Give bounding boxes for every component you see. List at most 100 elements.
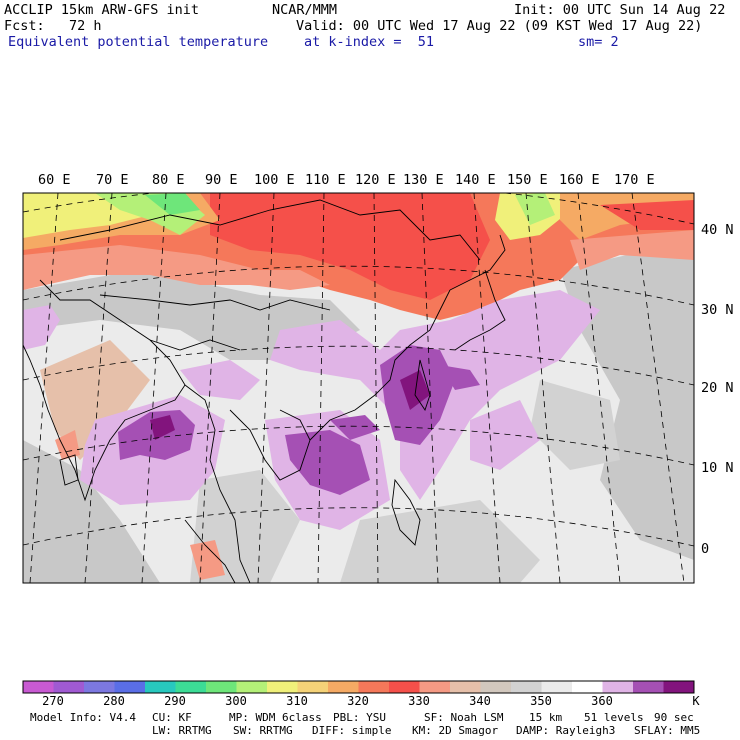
lat-label: 10 N: [701, 460, 734, 476]
colorbar-swatch: [267, 681, 298, 693]
coastline: [23, 279, 186, 502]
colorbar-swatch: [53, 681, 85, 693]
coastline: [449, 234, 506, 291]
lon-label: 80 E: [152, 172, 185, 188]
lon-label: 110 E: [305, 172, 346, 188]
lon-label: 140 E: [455, 172, 496, 188]
timestep: 90 sec: [654, 711, 694, 724]
light-purple-region: [180, 360, 260, 400]
colorbar-swatch: [480, 681, 512, 693]
gray-region: [23, 270, 360, 360]
resolution: 15 km: [529, 711, 563, 724]
colorbar-swatch: [572, 681, 603, 693]
colorbar-label: 340: [469, 694, 491, 708]
lat-label: 30 N: [701, 302, 734, 318]
dark-red-band: [210, 193, 490, 300]
salmon-band: [570, 230, 694, 270]
coastline: [391, 478, 421, 546]
colorbar-swatch: [23, 681, 54, 693]
colorbar-swatch: [450, 681, 481, 693]
colorbar-swatch: [84, 681, 115, 693]
colorbar: [22, 680, 695, 694]
map-frame: [22, 192, 695, 584]
lon-label: 170 E: [614, 172, 655, 188]
colorbar-label: 360: [591, 694, 613, 708]
coastline: [229, 409, 311, 481]
lon-label: 100 E: [254, 172, 295, 188]
coastline: [414, 359, 431, 412]
colorbar-swatch: [114, 681, 146, 693]
gray-region: [530, 380, 620, 470]
colorbar-swatch: [602, 681, 634, 693]
init-time: Init: 00 UTC Sun 14 Aug 22: [514, 2, 726, 18]
green-band: [515, 193, 555, 225]
darkest-purple-region: [400, 370, 430, 410]
field-name: Equivalent potential temperature: [8, 34, 269, 50]
mp-scheme: MP: WDM 6class: [229, 711, 322, 724]
dark-purple-region: [440, 365, 480, 390]
lw-scheme: LW: RRTMG: [152, 724, 212, 737]
lon-label: 70 E: [96, 172, 129, 188]
dark-purple-region: [330, 415, 380, 440]
colorbar-label: 310: [286, 694, 308, 708]
colorbar-label: 270: [42, 694, 64, 708]
gray-region: [340, 500, 540, 583]
lon-label: 160 E: [559, 172, 600, 188]
border: [59, 199, 481, 261]
cu-scheme: CU: KF: [152, 711, 192, 724]
levels: 51 levels: [584, 711, 644, 724]
colorbar-label: 320: [347, 694, 369, 708]
sflay-scheme: SFLAY: MM5: [634, 724, 701, 737]
colorbar-swatch: [633, 681, 664, 693]
colorbar-swatch: [328, 681, 359, 693]
km-scheme: KM: 2D Smagor: [412, 724, 499, 737]
run-title: ACCLIP 15km ARW-GFS init: [4, 2, 200, 18]
salmon-band: [23, 245, 330, 290]
colorbar-swatch: [541, 681, 573, 693]
border: [99, 294, 331, 311]
light-purple-region: [470, 400, 540, 470]
colorbar-unit: K: [692, 694, 700, 708]
colorbar-swatch: [206, 681, 237, 693]
colorbar-label: 300: [225, 694, 247, 708]
coastline: [184, 384, 251, 583]
diff-scheme: DIFF: simple: [312, 724, 392, 737]
valid-time: Valid: 00 UTC Wed 17 Aug 22 (09 KST Wed …: [296, 18, 703, 34]
colorbar-swatch: [145, 681, 176, 693]
damp-scheme: DAMP: Rayleigh3: [516, 724, 616, 737]
lon-label: 150 E: [507, 172, 548, 188]
sw-scheme: SW: RRTMG: [233, 724, 293, 737]
lon-label: 120 E: [355, 172, 396, 188]
colorbar-swatch: [175, 681, 207, 693]
tan-region: [40, 340, 150, 460]
colorbar-label: 280: [103, 694, 125, 708]
forecast-hour: Fcst: 72 h: [4, 18, 102, 34]
salmon-region: [190, 540, 225, 580]
model-info: Model Info: V4.4: [30, 711, 136, 724]
colorbar-swatch: [419, 681, 451, 693]
smoothing: sm= 2: [578, 34, 619, 50]
colorbar-swatch: [358, 681, 390, 693]
colorbar-swatch: [389, 681, 420, 693]
dark-purple-region: [285, 430, 370, 495]
colorbar-swatch: [297, 681, 329, 693]
colorbar-label: 290: [164, 694, 186, 708]
red-band: [600, 200, 694, 230]
colorbar-frame: [22, 680, 695, 694]
coastline: [184, 519, 236, 583]
lon-label: 60 E: [38, 172, 71, 188]
lat-label: 0: [701, 541, 710, 557]
lon-label: 130 E: [403, 172, 444, 188]
center-name: NCAR/MMM: [272, 2, 338, 18]
gray-region: [560, 240, 694, 560]
colorbar-swatch: [511, 681, 542, 693]
lat-label: 40 N: [701, 222, 734, 238]
coastline: [309, 289, 451, 441]
gray-region: [23, 440, 160, 583]
green-band: [145, 193, 200, 215]
colorbar-label: 350: [530, 694, 552, 708]
light-purple-region: [23, 305, 60, 350]
sf-scheme: SF: Noah LSM: [424, 711, 504, 724]
coastline: [59, 454, 79, 486]
